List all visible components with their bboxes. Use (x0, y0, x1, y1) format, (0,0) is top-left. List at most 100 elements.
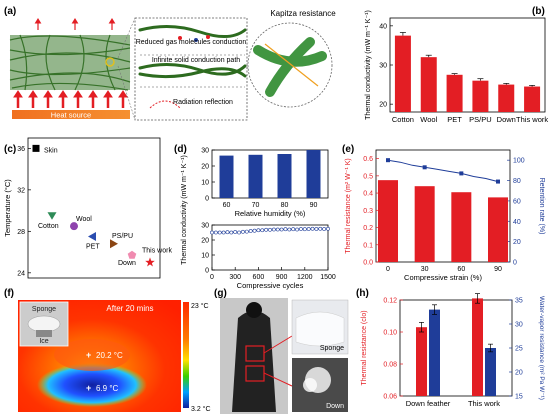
data-point (299, 227, 303, 231)
y-axis-label: Thermal conductivity (mW m⁻¹ K⁻¹) (365, 10, 372, 120)
y-tick-label: 36 (17, 146, 25, 153)
x-tick-label: 0 (386, 266, 390, 273)
data-point (275, 227, 280, 232)
plot-frame (211, 149, 329, 199)
panel-h-label: (h) (356, 288, 369, 299)
y-tick-label: 30 (201, 148, 209, 155)
y-tick-label: 20 (513, 239, 521, 246)
heat-source-label: Heat source (51, 111, 91, 120)
retention-point (422, 165, 427, 170)
y-tick-label: 25 (515, 346, 523, 353)
data-point (310, 226, 315, 231)
x-tick-label: 1200 (297, 274, 313, 281)
cold-spot (37, 363, 147, 407)
bar (451, 192, 472, 262)
data-point (306, 227, 311, 231)
heat-arrow-head (43, 90, 53, 98)
bar (416, 327, 427, 396)
plot-frame (375, 149, 511, 263)
data-point (241, 229, 245, 234)
y-tick-label: 80 (513, 178, 521, 185)
heat-source-bar (12, 110, 130, 119)
bar (420, 57, 437, 112)
y-tick-label: 0.6 (363, 156, 373, 163)
bar (498, 84, 515, 112)
y-tick-label: 40 (379, 23, 387, 30)
heat-arrow-head (13, 90, 23, 98)
x-tick-label: 60 (457, 266, 465, 273)
x-tick-label: 0 (210, 274, 214, 281)
y-tick-label: 0.5 (363, 173, 373, 180)
x-tick-label: This work (516, 115, 548, 124)
data-point (217, 230, 222, 235)
panel-b-label: (b) (532, 6, 545, 17)
spot1-temperature: 20.2 °C (96, 351, 123, 360)
y-axis-label: Thermal conductivity (mW m⁻¹ K⁻¹) (181, 155, 188, 265)
bar (378, 180, 398, 262)
callout-radiation: Radiation reflection (173, 99, 233, 106)
y-tick-label: 35 (515, 298, 523, 305)
y2-axis-label: Water-vapor resistance (m² Pa W⁻¹) (538, 296, 545, 400)
x-tick-label: This work (468, 399, 500, 408)
data-point (252, 228, 257, 233)
data-point (213, 230, 218, 235)
point-label: This work (142, 247, 172, 254)
heat-arrow-head (73, 90, 83, 98)
marker (127, 250, 137, 259)
data-point (256, 228, 261, 233)
y-tick-label: 0.0 (363, 260, 373, 267)
marker (47, 212, 57, 220)
marker (110, 239, 118, 249)
retention-point (496, 179, 500, 184)
panel-h-chart: (h) 0.06 0.08 0.10 0.12 15 20 25 30 35 Thermal res… (356, 288, 545, 408)
data-point (322, 227, 327, 231)
data-point (260, 228, 265, 233)
marker (70, 222, 78, 231)
bar (248, 154, 263, 198)
colorbar-max: 23 °C (191, 302, 209, 310)
heat-arrow-head (103, 90, 113, 98)
heat-arrow-head (28, 90, 38, 98)
y-tick-label: 20 (515, 370, 523, 377)
y-tick-label: 40 (513, 219, 521, 226)
y-tick-label: 20 (201, 238, 209, 245)
point-label: PET (86, 244, 100, 251)
thermal-colorbar (183, 302, 189, 408)
bar (524, 86, 541, 112)
x-tick-label: 1500 (320, 274, 336, 281)
data-point (295, 227, 299, 232)
inset-ice-label: Ice (39, 338, 48, 345)
svg-text:+: + (86, 383, 91, 393)
panel-b-chart: (b) 20 30 40 Thermal conductivity (mW m⁻¹ K⁻… (365, 6, 548, 124)
panel-g: (g) Sponge Down (214, 288, 349, 414)
callout-solid-conduction: Infinite solid conduction path (152, 57, 240, 64)
bar (219, 155, 234, 198)
x-axis-label: Relative humidity (%) (235, 209, 306, 218)
heat-arrow-head (118, 90, 128, 98)
panel-c-chart: (c) 24 28 32 36 Temperature (°C) Skin Cotton Woo… (3, 137, 172, 279)
bar (472, 80, 489, 112)
data-point (291, 227, 296, 232)
y-tick-label: 0.1 (363, 242, 373, 249)
panel-c-label: (c) (4, 144, 16, 155)
plot-frame (27, 137, 161, 279)
spot2-temperature: 6.9 °C (96, 384, 119, 393)
y-tick-label: 24 (17, 270, 25, 277)
down-label: Down (326, 403, 344, 410)
y2-axis-label: Retention rate (%) (538, 178, 545, 235)
y-tick-label: 0.10 (383, 330, 397, 337)
x-tick-label: Down feather (406, 399, 451, 408)
x-tick-label: 900 (276, 274, 288, 281)
x-tick-label: 70 (252, 202, 260, 209)
bar (394, 35, 411, 112)
bar (446, 74, 463, 112)
y-tick-label: 30 (379, 63, 387, 70)
data-point (225, 230, 230, 235)
panel-e-chart: (e) 0.0 0.1 0.2 0.3 0.4 0.5 0.6 0 20 40 60 80 100 Ther… (342, 144, 545, 282)
panel-g-label: (g) (214, 288, 227, 299)
data-point (248, 229, 253, 233)
point-label: Skin (44, 147, 58, 154)
bar (472, 298, 483, 396)
y-tick-label: 0 (205, 268, 209, 275)
